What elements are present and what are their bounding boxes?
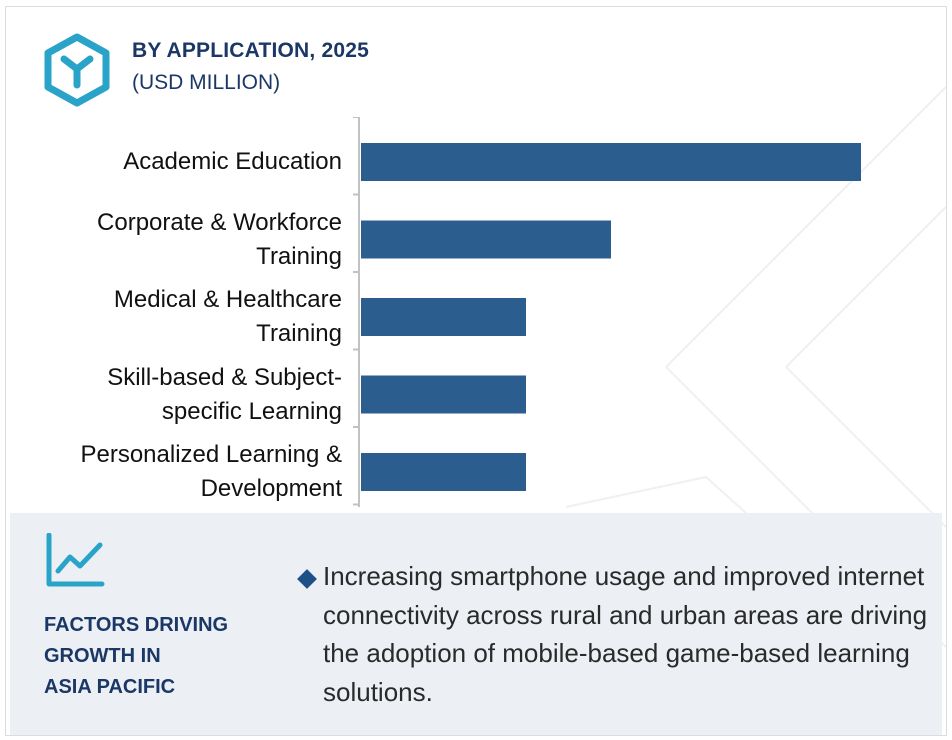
category-label: Skill-based & Subject-specific Learning <box>12 361 342 429</box>
factors-title-line: ASIA PACIFIC <box>44 676 176 698</box>
category-label: Medical & Healthcare Training <box>12 283 342 351</box>
chart-subtitle: (USD MILLION) <box>132 71 281 94</box>
factors-title-line: GROWTH IN <box>44 645 161 667</box>
category-label: Corporate & Workforce Training <box>12 206 342 274</box>
bar-chart-svg <box>353 116 861 507</box>
factor-bullet-text: Increasing smartphone usage and improved… <box>323 561 928 707</box>
factors-title: FACTORS DRIVING GROWTH IN ASIA PACIFIC <box>44 610 274 703</box>
category-label: Academic Education <box>12 145 342 179</box>
factors-title-line: FACTORS DRIVING <box>44 614 229 636</box>
category-label-line: Personalized Learning & <box>80 441 342 468</box>
factors-panel: FACTORS DRIVING GROWTH IN ASIA PACIFIC I… <box>10 513 942 735</box>
category-label: Personalized Learning & Development <box>12 438 342 506</box>
category-label-line: Corporate & Workforce <box>97 208 342 236</box>
report-card: BY APPLICATION, 2025 (USD MILLION) Acade… <box>5 6 947 736</box>
bar-3 <box>361 375 526 414</box>
category-label-line: Medical & Healthcare <box>113 286 342 313</box>
bar-1 <box>361 220 611 259</box>
chart-title: BY APPLICATION, 2025 <box>132 39 370 62</box>
cube-logo-icon <box>44 33 110 107</box>
category-label-line: Development <box>200 475 342 502</box>
bar-4 <box>361 453 526 491</box>
bar-2 <box>361 298 526 336</box>
trend-line-icon <box>46 533 105 587</box>
category-label-line: Training <box>256 242 342 270</box>
bar-0 <box>361 143 861 181</box>
diamond-bullet-icon <box>297 569 317 589</box>
bar-chart: Academic Education Corporate & Workforce T… <box>6 116 946 512</box>
category-label-line: Skill-based & Subject- <box>107 363 342 391</box>
category-label-line: Academic Education <box>123 148 342 175</box>
background-decoration <box>565 86 946 648</box>
category-label-line: specific Learning <box>161 397 342 425</box>
category-label-line: Training <box>256 320 342 347</box>
